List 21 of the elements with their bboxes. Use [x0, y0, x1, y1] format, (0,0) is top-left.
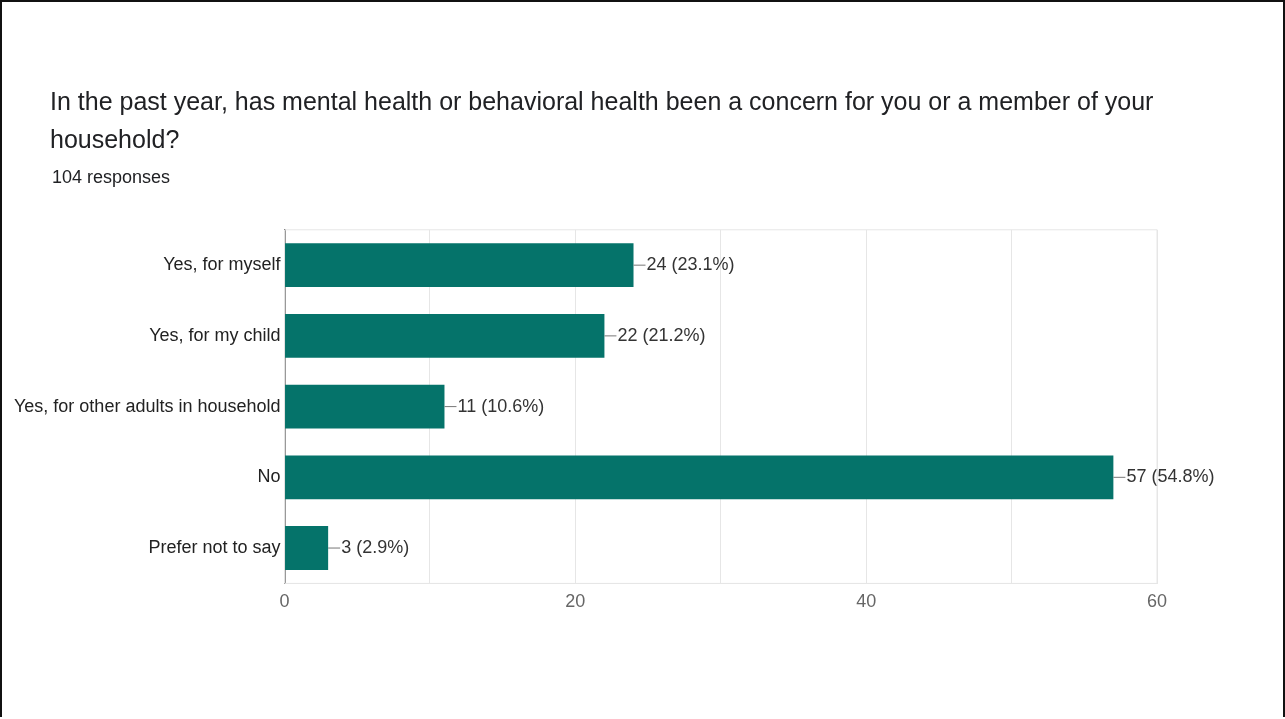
x-tick-label: 60: [1146, 591, 1168, 612]
y-tick-label: Yes, for other adults in household: [13, 395, 281, 416]
data-label: 24 (23.1%): [646, 254, 735, 275]
bar: [285, 455, 1114, 500]
bar: [285, 313, 605, 358]
data-label: 11 (10.6%): [457, 395, 545, 416]
data-label: 57 (54.8%): [1126, 466, 1215, 487]
bar: [285, 526, 329, 570]
x-tick-label: 20: [565, 591, 586, 612]
data-label: 3 (2.9%): [341, 537, 410, 558]
bar: [285, 243, 634, 288]
y-tick-label: Yes, for myself: [163, 254, 282, 275]
text: 104 responses: [52, 167, 171, 188]
x-tick-label: 0: [279, 591, 290, 612]
bar: [285, 384, 445, 429]
x-tick-label: 40: [856, 591, 877, 612]
data-label: 22 (21.2%): [617, 324, 706, 345]
y-tick-label: Prefer not to say: [148, 537, 281, 558]
y-tick-label: Yes, for my child: [149, 324, 281, 345]
chart-title: In the past year, has mental health or behavioral health been a concern for you or a member of your household?: [50, 86, 1155, 155]
y-tick-label: No: [257, 466, 281, 487]
